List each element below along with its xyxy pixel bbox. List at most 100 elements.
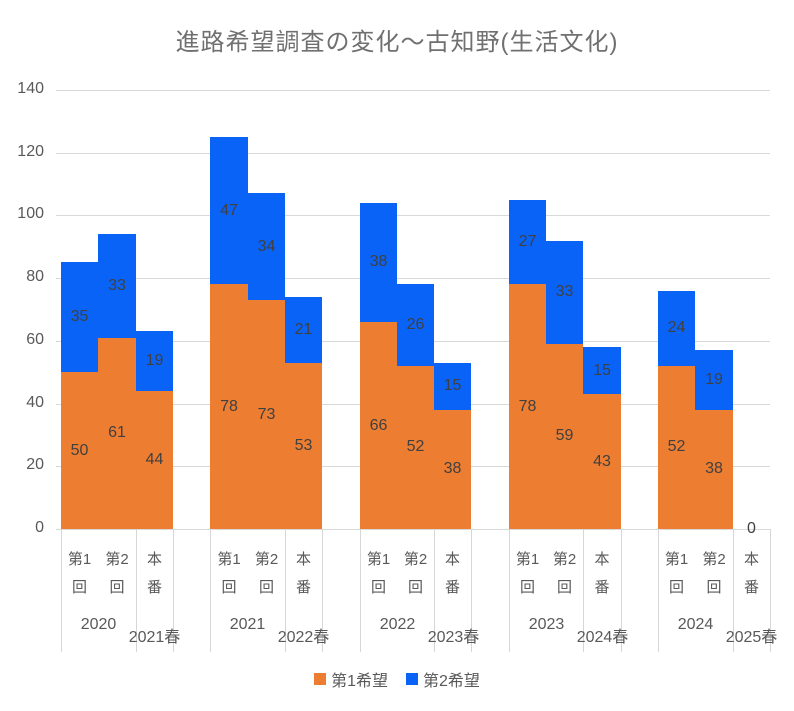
- category-label: 第2 回: [552, 551, 577, 596]
- data-label-first-choice: 73: [257, 406, 276, 423]
- data-label-first-choice: 44: [145, 451, 164, 468]
- category-separator-line: [733, 529, 734, 652]
- gridline: [56, 529, 770, 530]
- bar-segment-second-choice: [695, 350, 733, 410]
- category-label: 第1 回: [515, 551, 540, 596]
- survey-year-label: 2024: [677, 616, 714, 633]
- y-axis-tick-label: 120: [17, 143, 44, 160]
- bar-segment-second-choice: [583, 347, 621, 394]
- data-label-first-choice: 78: [220, 398, 238, 415]
- category-label: 本 番: [146, 551, 162, 596]
- data-label-second-choice: 33: [555, 283, 574, 300]
- category-label: 第2 回: [702, 551, 726, 596]
- gridline: [56, 153, 770, 154]
- data-label-first-choice: 66: [369, 417, 388, 434]
- bar-segment-first-choice: [285, 363, 322, 529]
- data-label-first-choice: 52: [667, 438, 686, 455]
- bar-segment-first-choice: [583, 394, 621, 529]
- bar-segment-first-choice: [98, 338, 136, 529]
- category-label: 本 番: [743, 551, 759, 596]
- survey-year-label: 2020: [80, 616, 117, 633]
- category-separator-line: [770, 529, 771, 652]
- gridline: [56, 278, 770, 279]
- data-label-zero: 0: [747, 520, 756, 537]
- bar-segment-first-choice: [136, 391, 173, 529]
- data-label-first-choice: 61: [108, 424, 126, 441]
- category-separator-line: [61, 529, 62, 652]
- bar-segment-second-choice: [397, 284, 434, 366]
- y-axis-tick-label: 140: [17, 80, 44, 97]
- y-axis-tick-label: 40: [26, 394, 44, 411]
- category-separator-line: [471, 529, 472, 652]
- legend-item-second-choice: 第2希望: [406, 667, 480, 691]
- data-label-second-choice: 26: [406, 316, 425, 333]
- survey-year-label: 2021: [229, 616, 266, 633]
- category-separator-line: [434, 529, 435, 652]
- y-axis-tick-label: 80: [26, 268, 44, 285]
- bar-segment-second-choice: [360, 203, 397, 322]
- category-separator-line: [621, 529, 622, 652]
- result-year-label: 2024春: [576, 629, 629, 646]
- bar-segment-second-choice: [434, 363, 471, 410]
- data-label-second-choice: 35: [70, 308, 89, 325]
- bar-segment-first-choice: [61, 372, 98, 529]
- data-label-second-choice: 33: [108, 277, 126, 294]
- bar-segment-first-choice: [248, 300, 285, 529]
- data-label-second-choice: 19: [705, 371, 723, 388]
- bar-segment-first-choice: [434, 410, 471, 529]
- data-label-second-choice: 27: [518, 233, 537, 250]
- bar-segment-second-choice: [285, 297, 322, 363]
- result-year-label: 2023春: [427, 629, 480, 646]
- data-label-first-choice: 59: [555, 427, 574, 444]
- category-label: 本 番: [295, 551, 311, 596]
- data-label-first-choice: 50: [70, 442, 89, 459]
- y-axis-tick-label: 20: [26, 456, 44, 473]
- category-label: 第2 回: [105, 551, 129, 596]
- category-label: 第1 回: [217, 551, 241, 596]
- bar-segment-first-choice: [397, 366, 434, 529]
- category-separator-line: [509, 529, 510, 652]
- result-year-label: 2025春: [725, 629, 778, 646]
- survey-year-label: 2023: [528, 616, 565, 633]
- chart-title: 進路希望調査の変化～古知野(生活文化): [175, 29, 619, 56]
- data-label-first-choice: 43: [593, 453, 611, 470]
- bar-segment-first-choice: [210, 284, 248, 529]
- data-label-second-choice: 38: [369, 253, 388, 270]
- result-year-label: 2021春: [128, 629, 181, 646]
- bar-segment-first-choice: [360, 322, 397, 529]
- y-axis-tick-label: 60: [26, 331, 44, 348]
- data-label-second-choice: 15: [443, 377, 462, 394]
- category-label: 第2 回: [254, 551, 279, 596]
- y-axis-tick-label: 0: [35, 519, 44, 536]
- category-separator-line: [360, 529, 361, 652]
- legend-label-second-choice: 第2希望: [423, 673, 480, 690]
- category-label: 第1 回: [67, 551, 92, 596]
- data-label-second-choice: 24: [667, 319, 686, 336]
- survey-year-label: 2022: [379, 616, 416, 633]
- bar-segment-first-choice: [658, 366, 695, 529]
- category-separator-line: [173, 529, 174, 652]
- bar-segment-second-choice: [248, 193, 285, 300]
- legend-label-first-choice: 第1希望: [331, 673, 388, 690]
- data-label-second-choice: 19: [145, 352, 164, 369]
- bar-segment-second-choice: [658, 291, 695, 366]
- category-separator-line: [583, 529, 584, 652]
- gridline: [56, 90, 770, 91]
- second-choice-swatch-icon: [406, 673, 418, 685]
- data-label-first-choice: 52: [406, 438, 425, 455]
- data-label-first-choice: 78: [518, 398, 537, 415]
- bar-segment-second-choice: [509, 200, 546, 284]
- bar-segment-second-choice: [61, 262, 98, 372]
- result-year-label: 2022春: [277, 629, 330, 646]
- bar-segment-first-choice: [509, 284, 546, 529]
- bar-segment-second-choice: [136, 331, 173, 391]
- chart-legend: 第1希望 第2希望: [0, 667, 794, 691]
- category-label: 第1 回: [366, 551, 391, 596]
- category-separator-line: [136, 529, 137, 652]
- bar-segment-second-choice: [210, 137, 248, 284]
- category-label: 第1 回: [664, 551, 689, 596]
- data-label-second-choice: 21: [294, 321, 313, 338]
- category-separator-line: [285, 529, 286, 652]
- y-axis-tick-label: 100: [17, 205, 44, 222]
- category-separator-line: [658, 529, 659, 652]
